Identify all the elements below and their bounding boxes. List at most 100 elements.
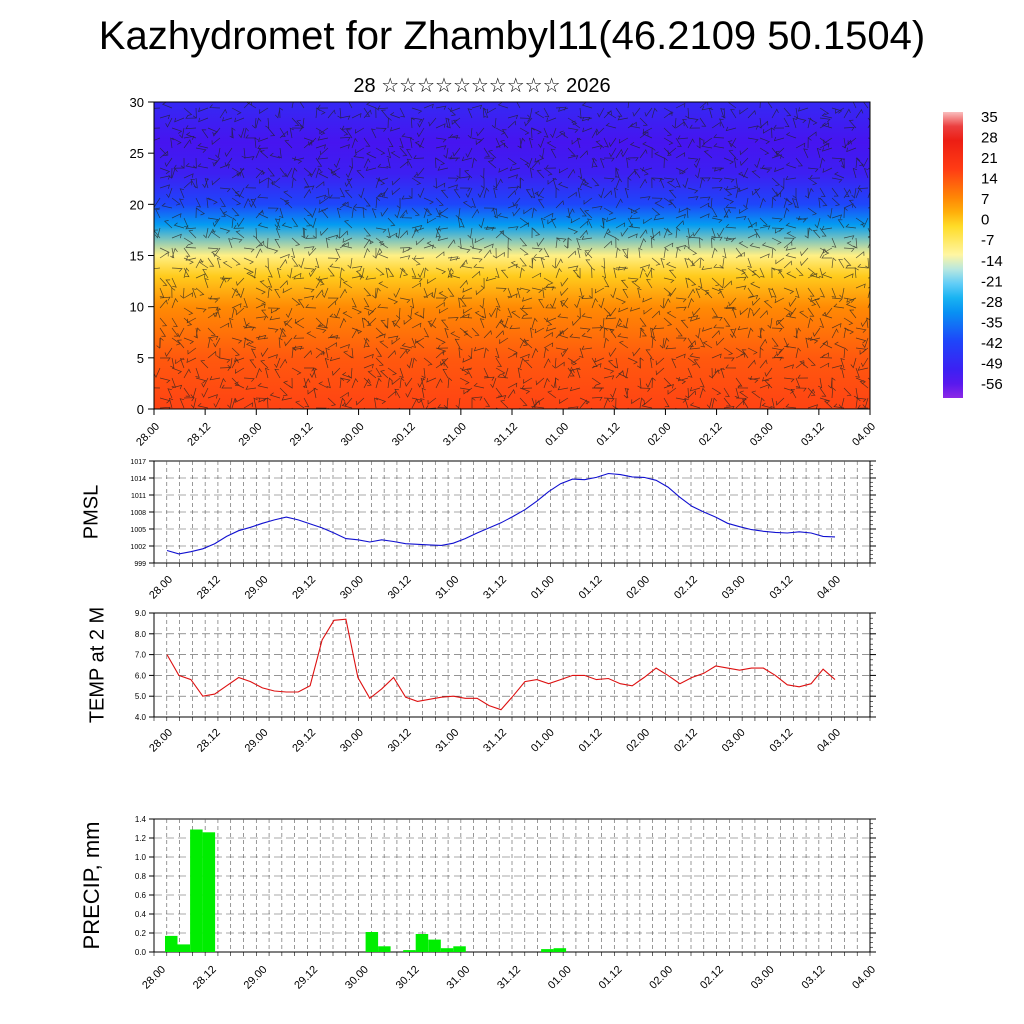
wind-barb: [245, 322, 257, 329]
wind-barb: [770, 397, 775, 409]
x-tick-label: 02.00: [624, 727, 652, 755]
wind-barb: [315, 278, 323, 289]
wind-barb: [809, 174, 821, 179]
page-title: Kazhydromet for Zhambyl11(46.2109 50.150…: [98, 14, 926, 58]
wind-barb: [531, 159, 540, 169]
wind-barb: [421, 367, 426, 379]
wind-barb: [178, 198, 185, 209]
wind-barb: [831, 257, 837, 269]
wind-barb: [519, 117, 531, 122]
wind-barb: [783, 197, 793, 206]
wind-barb: [819, 397, 831, 404]
wind-barb: [234, 381, 245, 389]
wind-barb: [365, 166, 377, 172]
wind-barb: [219, 197, 226, 207]
wind-barb: [209, 295, 221, 300]
wind-barb: [219, 108, 228, 119]
wind-barb: [581, 181, 593, 189]
wind-barb: [449, 155, 461, 160]
wind-barb: [632, 107, 641, 117]
wind-barb: [680, 319, 689, 329]
wind-barb: [795, 377, 801, 388]
wind-barb: [567, 127, 579, 133]
wind-barb: [821, 272, 833, 279]
wind-barb: [358, 267, 365, 279]
wind-barb: [747, 347, 758, 355]
wind-barb: [339, 267, 345, 279]
wind-barb: [185, 114, 197, 119]
wind-barb: [774, 227, 785, 234]
wind-barb: [495, 297, 501, 308]
wind-barb: [387, 217, 396, 227]
wind-barb: [718, 288, 725, 299]
wind-barb: [747, 221, 757, 229]
wind-barb: [711, 177, 723, 183]
wind-barb: [343, 350, 353, 359]
wind-barb: [831, 387, 836, 399]
wind-barb: [754, 157, 761, 169]
wind-barb: [855, 377, 866, 385]
wind-barb: [606, 217, 617, 222]
wind-barb: [642, 297, 653, 303]
wind-barb: [693, 157, 701, 169]
wind-barb: [483, 376, 495, 381]
wind-barb: [555, 258, 563, 269]
wind-barb: [814, 217, 821, 229]
wind-barb: [528, 137, 534, 149]
wind-barb: [629, 215, 641, 220]
wind-barb: [850, 357, 857, 369]
wind-barb: [713, 324, 725, 329]
wind-barb: [519, 222, 530, 229]
wind-barb: [344, 189, 353, 199]
wind-barb: [860, 317, 869, 328]
wind-barb: [404, 377, 413, 387]
wind-barb: [483, 147, 491, 157]
wind-barb: [675, 397, 687, 403]
wind-barb: [159, 114, 171, 120]
wind-barb: [303, 207, 313, 216]
wind-barb: [190, 397, 197, 409]
wind-barb: [450, 107, 461, 112]
wind-barb: [171, 384, 183, 390]
colorbar-label: 21: [981, 150, 998, 167]
wind-barb: [449, 133, 461, 139]
wind-barb: [692, 307, 701, 317]
wind-barb: [257, 144, 269, 149]
wind-barb: [202, 177, 209, 189]
wind-barb: [377, 251, 389, 259]
wind-barb: [423, 103, 434, 109]
wind-barb: [785, 222, 797, 229]
wind-barb: [574, 297, 581, 309]
wind-barb: [395, 307, 401, 319]
wind-barb: [639, 178, 648, 189]
wind-barb: [295, 400, 305, 409]
wind-barb: [819, 142, 830, 149]
wind-barb: [374, 397, 379, 409]
wind-barb: [743, 197, 749, 209]
wind-barb: [435, 145, 447, 150]
wind-barb: [192, 157, 197, 169]
wind-barb: [783, 237, 795, 242]
wind-barb: [516, 102, 521, 109]
wind-barb: [444, 327, 449, 339]
wind-barb: [380, 109, 389, 119]
wind-barb: [711, 217, 723, 224]
wind-barb: [363, 227, 372, 237]
wind-barb: [845, 264, 856, 269]
x-tick-label: 31.00: [433, 727, 461, 755]
wind-barb: [335, 248, 341, 259]
wind-barb: [819, 107, 830, 116]
wind-barb: [401, 133, 413, 139]
wind-barb: [689, 345, 701, 350]
wind-barb: [161, 202, 173, 209]
wind-barb: [467, 108, 473, 119]
wind-barb: [399, 297, 411, 303]
wind-barb: [390, 150, 401, 159]
wind-barb: [281, 222, 293, 229]
wind-barb: [375, 347, 383, 357]
wind-barb: [197, 142, 209, 149]
y-tick-label: 15: [130, 249, 144, 264]
wind-barb: [759, 197, 766, 209]
wind-barb: [228, 238, 233, 249]
wind-barb: [367, 317, 377, 326]
